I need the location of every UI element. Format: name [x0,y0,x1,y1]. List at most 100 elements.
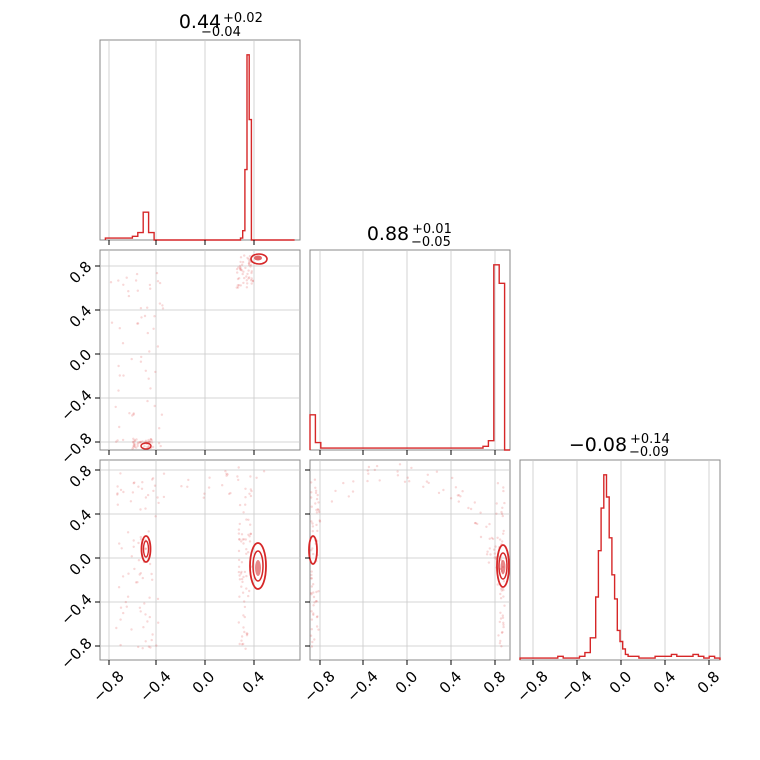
scatter-point [312,583,315,586]
scatter-point [437,491,441,495]
histogram-line [309,264,510,451]
scatter-point [237,621,240,624]
scatter-point [240,540,243,543]
scatter-point [243,600,246,603]
scatter-point [314,502,317,505]
scatter-point [248,589,251,593]
scatter-point [154,515,157,518]
scatter-point [249,523,252,526]
scatter-point [502,623,505,626]
scatter-point [501,514,504,518]
scatter-point [149,287,152,290]
scatter-point [457,500,460,503]
scatter-point [498,642,502,645]
scatter-point [158,281,162,285]
scatter-point [122,374,125,377]
scatter-point [130,357,133,361]
scatter-point [479,535,483,539]
scatter-point [126,595,130,598]
scatter-point [249,488,252,491]
scatter-point [310,520,313,523]
scatter-point [495,502,498,505]
panel-param3-histogram: −0.08 +0.14 −0.09 −0.8 −0.4 0.0 0.4 0.8 [513,432,723,706]
scatter-point [244,487,247,490]
scatter-points [109,254,255,450]
scatter-point [312,552,315,556]
scatter-point [142,626,145,629]
scatter-point [367,465,371,469]
scatter-point [148,615,151,619]
scatter-point [229,491,232,495]
scatter-point [153,315,156,318]
scatter-point [155,644,158,647]
contour [250,253,268,265]
scatter-point [249,475,252,478]
scatter-point [133,481,136,484]
scatter-point [139,572,142,575]
scatter-point [131,414,134,417]
scatter-point [315,600,318,603]
scatter-point [495,512,498,515]
scatter-point [226,473,229,476]
scatter-point [499,592,502,596]
scatter-point [151,477,155,480]
scatter-point [245,552,248,555]
scatter-point [152,489,155,493]
scatter-point [243,630,246,634]
scatter-point [237,478,240,482]
scatter-point [240,263,244,266]
scatter-point [249,532,252,536]
scatter-point [315,508,318,512]
scatter-point [310,577,313,580]
scatter-point [116,485,119,488]
scatter-point [239,256,243,259]
scatter-point [467,506,470,510]
scatter-point [136,442,139,446]
scatter-point [117,364,120,368]
scatter-point [240,268,243,271]
scatter-point [144,640,147,643]
scatter-point [132,539,135,542]
scatter-point [157,621,160,624]
scatter-point [488,537,491,540]
ytick-label: 0.4 [66,506,96,536]
xtick-label: −0.8 [300,667,338,705]
scatter-point [425,480,429,483]
scatter-point [187,478,190,482]
scatter-point [144,547,147,551]
contour [140,442,152,450]
scatter-point [488,547,491,550]
scatter-point [146,399,149,403]
scatter-point [147,444,151,447]
scatter-point [310,505,313,508]
scatter-point [502,595,505,598]
scatter-point [317,590,320,593]
scatter-point [139,360,143,363]
scatter-point [242,538,246,541]
scatter-points [115,466,266,650]
scatter-point [238,578,242,581]
scatter-point [132,444,135,448]
scatter-point [237,532,241,535]
scatter-point [131,447,134,450]
scatter-point [239,266,242,269]
scatter-point [240,639,243,642]
scatter-point [156,496,159,499]
scatter-point [247,533,250,536]
scatter-point [500,510,503,514]
scatter-point [330,500,334,503]
scatter-point [243,615,246,619]
scatter-point [311,547,314,550]
scatter-point [228,492,231,496]
contour [500,560,506,574]
scatter-point [240,635,244,638]
scatter-point [249,265,252,268]
scatter-point [318,519,321,522]
scatter-point [148,596,151,599]
scatter-point [139,508,142,511]
title-param3: −0.08 [569,434,627,456]
panel-frame [99,249,301,451]
scatter-point [499,597,503,600]
xtick-label: 0.0 [606,668,636,698]
scatter-point [310,593,313,596]
